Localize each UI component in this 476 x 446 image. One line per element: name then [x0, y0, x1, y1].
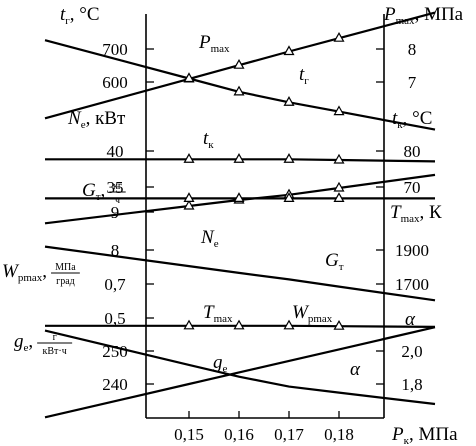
- data-point-marker: [233, 85, 245, 96]
- data-point-marker: [183, 153, 195, 163]
- series-label: Pmax: [198, 32, 230, 55]
- data-point-marker: [333, 181, 345, 192]
- left-tick-label: 250: [102, 342, 128, 361]
- series-line-α: [44, 326, 436, 419]
- left-axis-title-G-t-unit-den: ч: [115, 195, 120, 206]
- left-tick-label: 40: [107, 142, 124, 161]
- left-axis-title-t-g: tг, °C: [60, 4, 100, 27]
- series-label: Gт: [325, 250, 344, 273]
- data-point-marker: [283, 192, 295, 202]
- data-point-marker: [283, 96, 295, 106]
- text-layer: 7006004035980,70,5250240878070190017002,…: [2, 4, 464, 446]
- series-label: tк: [203, 128, 214, 151]
- left-axis-title-g-e: ge,: [14, 331, 33, 354]
- right-axis-title-alpha: α: [405, 309, 416, 330]
- left-axis-title-W-pmax-unit-num: МПа: [55, 262, 76, 273]
- series-label: Wpmax: [292, 302, 333, 325]
- right-tick-label: 80: [404, 142, 421, 161]
- left-tick-label: 600: [102, 73, 128, 92]
- data-point-marker: [283, 319, 295, 330]
- series-line-tг: [44, 39, 436, 131]
- left-tick-label: 8: [111, 241, 120, 260]
- right-tick-label: 8: [408, 40, 417, 59]
- data-point-marker: [233, 192, 245, 202]
- right-tick-label: 1700: [395, 275, 429, 294]
- left-axis-title-N-e: Nе, кВт: [67, 108, 126, 131]
- x-tick-label: 0,18: [324, 425, 354, 444]
- right-tick-label: 1900: [395, 241, 429, 260]
- x-tick-label: 0,17: [274, 425, 304, 444]
- data-point-marker: [333, 153, 345, 164]
- data-point-marker: [333, 192, 345, 202]
- series-line-Pmax: [44, 11, 436, 120]
- left-axis-title-g-e-unit-num: г: [53, 332, 57, 343]
- data-point-marker: [233, 319, 245, 330]
- right-axis-title-t-k: tк, °C: [392, 108, 432, 131]
- series-line-Tmax: [44, 245, 436, 302]
- left-axis-title-W-pmax-unit-den: град: [56, 276, 75, 287]
- data-point-marker: [283, 45, 295, 56]
- series-line-tк: [45, 158, 436, 163]
- data-point-marker: [183, 72, 195, 83]
- x-tick-label: 0,16: [224, 425, 254, 444]
- data-point-marker: [333, 31, 345, 42]
- series-label: tг: [299, 64, 309, 87]
- series-layer: [44, 11, 436, 419]
- data-point-marker: [183, 199, 195, 210]
- series-label: Tmax: [203, 302, 233, 325]
- left-tick-label: 700: [102, 40, 128, 59]
- right-axis-title-P-max: Pmax, МПа: [383, 4, 464, 27]
- left-tick-label: 240: [102, 375, 128, 394]
- series-label: Nе: [200, 227, 219, 250]
- x-axis-title: Pк, МПа: [391, 424, 458, 446]
- x-tick-label: 0,15: [174, 425, 204, 444]
- left-tick-label: 9: [111, 203, 120, 222]
- left-axis-title-G-t-unit-num: кг: [113, 181, 122, 192]
- right-tick-label: 7: [408, 73, 417, 92]
- left-axis-title-G-t: Gт,: [82, 180, 105, 203]
- left-tick-label: 0,5: [104, 309, 125, 328]
- right-tick-label: 2,0: [401, 342, 422, 361]
- data-point-marker: [333, 319, 345, 330]
- data-point-marker: [233, 58, 245, 69]
- right-tick-label: 70: [404, 178, 421, 197]
- tick-marks: [146, 48, 384, 418]
- data-point-marker: [283, 153, 295, 163]
- right-axis-title-T-max: Tmax, К: [390, 202, 442, 225]
- series-line-Wpmax: [45, 324, 436, 328]
- left-tick-label: 0,7: [104, 275, 126, 294]
- series-line-ge: [44, 329, 436, 406]
- data-point-marker: [333, 105, 345, 116]
- left-axis-title-W-pmax: Wpmax,: [2, 261, 47, 284]
- data-point-marker: [233, 153, 245, 163]
- data-point-marker: [183, 319, 195, 330]
- series-label: ge: [213, 352, 228, 375]
- right-tick-label: 1,8: [401, 375, 422, 394]
- left-axis-title-g-e-unit-den: кВт·ч: [43, 346, 67, 357]
- series-label: α: [350, 359, 361, 380]
- data-point-marker: [183, 192, 195, 202]
